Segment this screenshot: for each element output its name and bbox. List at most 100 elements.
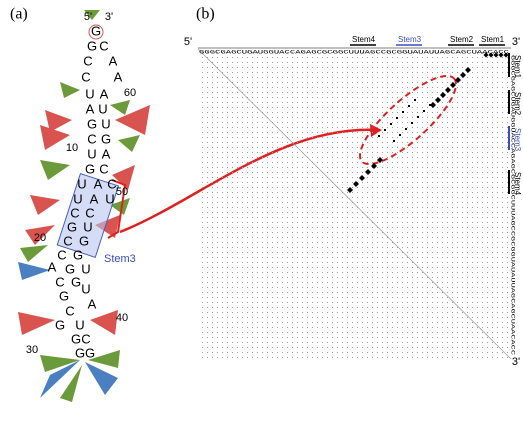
pair-dot: [396, 117, 398, 119]
pair-dot: [402, 111, 404, 113]
position-label: 60: [124, 87, 136, 99]
sequence: GGGCGAGCUGAUGGUACCAGAGCGCGGCUUUAGCCGCGGU…: [199, 48, 510, 55]
nucleotide: G: [85, 345, 95, 360]
sequence: GGGCGAGCUGAUGGUACCAGAGCGCGGCUUUAGCCGCGGU…: [510, 55, 517, 356]
pair-dot: [359, 175, 365, 181]
stem-label: Stem3: [104, 253, 136, 265]
highlight: [88, 24, 104, 40]
nucleotide: U: [73, 191, 82, 206]
pair-dot: [440, 92, 446, 98]
nucleotide: A: [109, 53, 118, 68]
position-label: 50: [116, 186, 128, 198]
nucleotide: A: [48, 259, 57, 274]
nucleotide: G: [75, 345, 85, 360]
pair-dot: [465, 67, 471, 73]
pair-dot: [498, 52, 504, 58]
nucleotide: C: [57, 247, 66, 262]
nucleotide: U: [75, 317, 84, 332]
nucleotide: C: [87, 131, 96, 146]
pair-dot: [390, 123, 392, 125]
stem-label: Stem1: [513, 55, 522, 79]
pair-dot: [488, 52, 494, 58]
end-label: 5': [84, 11, 92, 23]
position-label: 40: [116, 312, 128, 324]
nucleotide: G: [91, 23, 101, 38]
nucleotide: G: [55, 317, 65, 332]
panel-label: (a): [10, 6, 28, 23]
panel-label: (b): [196, 6, 215, 23]
pair-dot: [429, 104, 431, 106]
pair-dot: [347, 187, 353, 193]
pair-dot: [450, 82, 456, 88]
nucleotide: C: [55, 274, 64, 289]
bracket: [107, 179, 127, 239]
nucleotide: A: [94, 176, 103, 191]
stem-label: Stem3: [398, 35, 422, 44]
pair-dot: [414, 99, 416, 101]
nucleotide: G: [59, 288, 69, 303]
pair-dot: [417, 116, 419, 118]
nucleotide: C: [63, 233, 72, 248]
pair-dot: [430, 102, 436, 108]
end-label: 3': [512, 36, 520, 48]
stem-label: Stem2: [513, 92, 522, 116]
pair-dots: [347, 52, 509, 193]
pair-dot: [460, 72, 466, 78]
nucleotide: A: [86, 101, 95, 116]
nucleotide: G: [65, 261, 75, 276]
stem-label: Stem1: [481, 35, 505, 44]
nucleotide: U: [87, 146, 96, 161]
nucleotide: G: [101, 131, 111, 146]
nucleotide: G: [67, 219, 77, 234]
pair-dot: [411, 122, 413, 124]
wedges: [18, 10, 150, 402]
nucleotide: U: [81, 261, 90, 276]
nucleotide: U: [77, 176, 86, 191]
nucleotide: A: [102, 146, 111, 161]
nucleotide: U: [85, 86, 94, 101]
end-label: 3': [105, 11, 113, 23]
pair-dot: [493, 52, 499, 58]
nucleotide: C: [65, 303, 74, 318]
position-label: 10: [66, 142, 78, 154]
pair-dot: [371, 163, 377, 169]
stem-label: Stem4: [513, 172, 522, 196]
nucleotide: U: [98, 101, 107, 116]
position-label: 20: [34, 232, 46, 244]
pair-dot: [503, 52, 509, 58]
pair-dot: [393, 140, 395, 142]
nucleotide: G: [71, 331, 81, 346]
nucleotide: C: [99, 38, 108, 53]
pair-dot: [435, 97, 441, 103]
pair-dot: [408, 105, 410, 107]
nucleotide: G: [85, 161, 95, 176]
nucleotide: G: [73, 247, 83, 262]
nucleotide: A: [88, 296, 97, 311]
nucleotide: C: [107, 176, 116, 191]
nucleotide: A: [114, 69, 123, 84]
pair-dot: [377, 157, 383, 163]
nucleotide: G: [71, 274, 81, 289]
nucleotide: U: [83, 219, 92, 234]
pair-dot: [365, 169, 371, 175]
nucleotide: C: [81, 69, 90, 84]
nucleotide: C: [85, 205, 94, 220]
highlight-ellipse: [359, 74, 457, 166]
nucleotide: C: [70, 205, 79, 220]
nucleotide: U: [105, 191, 114, 206]
pair-dot: [353, 181, 359, 187]
stem-label: Stem3: [513, 128, 522, 152]
end-label: 5': [184, 36, 192, 48]
nucleotide: A: [90, 191, 99, 206]
nucleotide: C: [83, 53, 92, 68]
nucleotide: G: [79, 233, 89, 248]
stem3-box: [56, 173, 120, 258]
stem-label: Stem2: [450, 35, 474, 44]
pair-dot: [445, 87, 451, 93]
nucleotide: C: [99, 161, 108, 176]
stem-label: Stem4: [352, 35, 376, 44]
position-label: 30: [26, 344, 38, 356]
nucleotide: G: [87, 116, 97, 131]
pair-dot: [483, 52, 489, 58]
pair-dot: [399, 134, 401, 136]
